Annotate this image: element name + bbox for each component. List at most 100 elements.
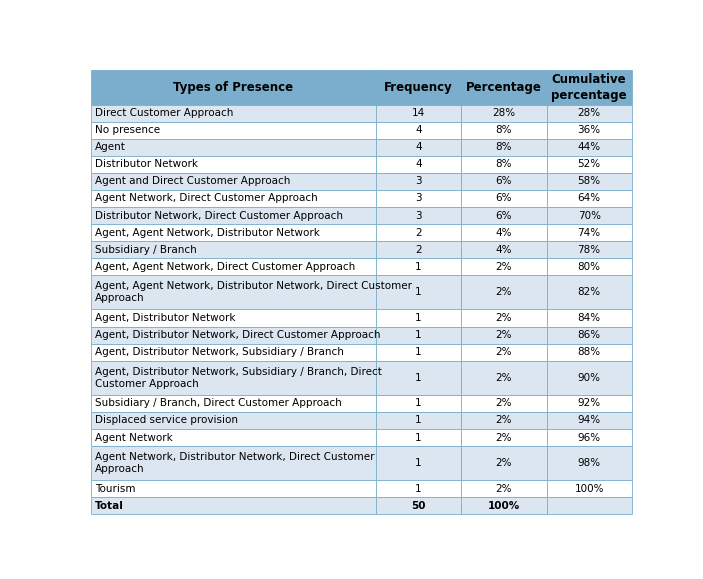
Text: 1: 1 bbox=[415, 313, 422, 323]
Text: 1: 1 bbox=[415, 373, 422, 383]
Bar bbox=[461, 276, 547, 309]
Bar bbox=[91, 71, 375, 105]
Bar bbox=[375, 258, 461, 276]
Bar bbox=[375, 412, 461, 429]
Text: 92%: 92% bbox=[578, 398, 600, 408]
Bar bbox=[461, 105, 547, 122]
Text: Agent, Distributor Network: Agent, Distributor Network bbox=[95, 313, 236, 323]
Bar bbox=[91, 343, 375, 361]
Bar bbox=[91, 480, 375, 497]
Bar bbox=[547, 429, 631, 446]
Bar bbox=[461, 139, 547, 156]
Bar bbox=[91, 258, 375, 276]
Text: 88%: 88% bbox=[578, 347, 600, 357]
Text: 6%: 6% bbox=[496, 211, 512, 221]
Bar bbox=[461, 327, 547, 343]
Text: Distributor Network: Distributor Network bbox=[95, 159, 198, 169]
Bar bbox=[461, 258, 547, 276]
Text: 1: 1 bbox=[415, 416, 422, 426]
Text: Agent Network, Direct Customer Approach: Agent Network, Direct Customer Approach bbox=[95, 193, 318, 203]
Bar bbox=[547, 173, 631, 190]
Text: 2%: 2% bbox=[496, 330, 512, 340]
Text: 44%: 44% bbox=[578, 142, 600, 152]
Text: 2%: 2% bbox=[496, 347, 512, 357]
Bar bbox=[375, 497, 461, 514]
Text: Agent: Agent bbox=[95, 142, 126, 152]
Bar bbox=[91, 173, 375, 190]
Bar bbox=[375, 207, 461, 224]
Bar bbox=[375, 480, 461, 497]
Bar bbox=[461, 190, 547, 207]
Text: 14: 14 bbox=[412, 108, 425, 118]
Text: 2%: 2% bbox=[496, 313, 512, 323]
Bar bbox=[375, 276, 461, 309]
Text: 80%: 80% bbox=[578, 262, 600, 272]
Bar bbox=[461, 497, 547, 514]
Text: 2%: 2% bbox=[496, 484, 512, 494]
Text: 2%: 2% bbox=[496, 416, 512, 426]
Bar bbox=[547, 327, 631, 343]
Text: 4%: 4% bbox=[496, 245, 512, 255]
Text: 84%: 84% bbox=[578, 313, 600, 323]
Text: 6%: 6% bbox=[496, 177, 512, 186]
Text: 2%: 2% bbox=[496, 373, 512, 383]
Text: 100%: 100% bbox=[574, 484, 604, 494]
Bar bbox=[375, 446, 461, 480]
Bar bbox=[375, 327, 461, 343]
Bar bbox=[91, 395, 375, 412]
Text: Frequency: Frequency bbox=[384, 81, 453, 94]
Text: 82%: 82% bbox=[578, 287, 600, 298]
Bar bbox=[547, 480, 631, 497]
Bar bbox=[461, 122, 547, 139]
Text: Types of Presence: Types of Presence bbox=[173, 81, 293, 94]
Text: 94%: 94% bbox=[578, 416, 600, 426]
Bar bbox=[547, 224, 631, 241]
Bar bbox=[461, 446, 547, 480]
Bar bbox=[91, 207, 375, 224]
Text: Agent Network, Distributor Network, Direct Customer
Approach: Agent Network, Distributor Network, Dire… bbox=[95, 452, 375, 474]
Bar bbox=[461, 412, 547, 429]
Bar bbox=[461, 343, 547, 361]
Text: 1: 1 bbox=[415, 330, 422, 340]
Bar bbox=[461, 480, 547, 497]
Bar bbox=[91, 276, 375, 309]
Bar bbox=[375, 190, 461, 207]
Bar bbox=[461, 71, 547, 105]
Text: 4: 4 bbox=[415, 125, 422, 135]
Bar bbox=[461, 207, 547, 224]
Text: 1: 1 bbox=[415, 484, 422, 494]
Text: 2: 2 bbox=[415, 245, 422, 255]
Text: Subsidiary / Branch, Direct Customer Approach: Subsidiary / Branch, Direct Customer App… bbox=[95, 398, 342, 408]
Bar bbox=[461, 395, 547, 412]
Text: 1: 1 bbox=[415, 398, 422, 408]
Bar bbox=[547, 207, 631, 224]
Bar bbox=[91, 190, 375, 207]
Text: 8%: 8% bbox=[496, 142, 512, 152]
Bar bbox=[375, 224, 461, 241]
Text: 6%: 6% bbox=[496, 193, 512, 203]
Bar bbox=[375, 429, 461, 446]
Bar bbox=[547, 497, 631, 514]
Text: 4: 4 bbox=[415, 142, 422, 152]
Text: 78%: 78% bbox=[578, 245, 600, 255]
Text: Direct Customer Approach: Direct Customer Approach bbox=[95, 108, 233, 118]
Bar bbox=[461, 361, 547, 395]
Text: 28%: 28% bbox=[492, 108, 515, 118]
Bar bbox=[375, 71, 461, 105]
Bar bbox=[547, 139, 631, 156]
Bar bbox=[547, 412, 631, 429]
Bar bbox=[375, 241, 461, 258]
Text: Cumulative
percentage: Cumulative percentage bbox=[551, 73, 627, 102]
Text: 2: 2 bbox=[415, 228, 422, 237]
Bar bbox=[547, 276, 631, 309]
Bar bbox=[375, 309, 461, 327]
Bar bbox=[91, 327, 375, 343]
Bar bbox=[91, 361, 375, 395]
Text: Agent and Direct Customer Approach: Agent and Direct Customer Approach bbox=[95, 177, 290, 186]
Text: 1: 1 bbox=[415, 262, 422, 272]
Bar bbox=[375, 361, 461, 395]
Text: No presence: No presence bbox=[95, 125, 160, 135]
Text: 64%: 64% bbox=[578, 193, 600, 203]
Bar bbox=[547, 122, 631, 139]
Bar bbox=[461, 241, 547, 258]
